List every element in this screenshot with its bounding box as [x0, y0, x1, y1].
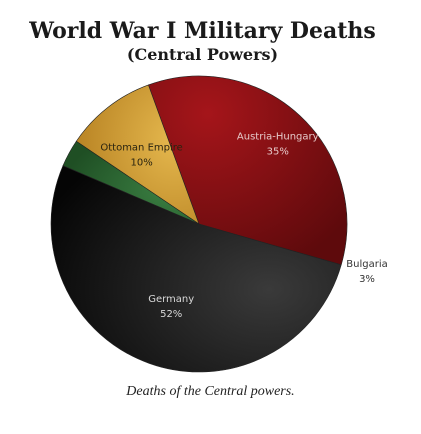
chart-subtitle: (Central Powers) — [126, 45, 279, 64]
slice-value-austria-hungary: 35% — [267, 147, 289, 158]
slice-label-bulgaria: Bulgaria — [346, 259, 387, 270]
chart-title: World War I Military Deaths — [29, 18, 376, 44]
pie-slice-ottoman-empire — [75, 84, 200, 225]
slice-value-germany: 52% — [160, 309, 182, 320]
slice-label-austria-hungary: Austria-Hungary — [237, 132, 319, 143]
pie-slice-austria-hungary — [147, 75, 348, 266]
pie-slices — [50, 75, 348, 373]
slice-value-ottoman-empire: 10% — [130, 158, 152, 169]
pie-slice-germany — [50, 165, 342, 373]
pie-labels: Austria-Hungary 35% Ottoman Empire 10% Bulga… — [100, 132, 387, 321]
figure-caption: Deaths of the Central powers. — [126, 384, 295, 399]
slice-label-ottoman-empire: Ottoman Empire — [100, 143, 182, 154]
slice-label-germany: Germany — [148, 294, 194, 305]
slice-value-bulgaria: 3% — [359, 274, 375, 285]
